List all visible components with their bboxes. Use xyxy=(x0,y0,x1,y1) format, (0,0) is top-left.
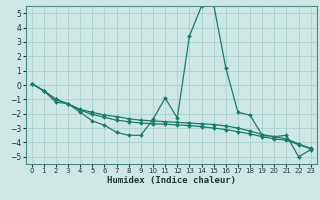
X-axis label: Humidex (Indice chaleur): Humidex (Indice chaleur) xyxy=(107,176,236,185)
